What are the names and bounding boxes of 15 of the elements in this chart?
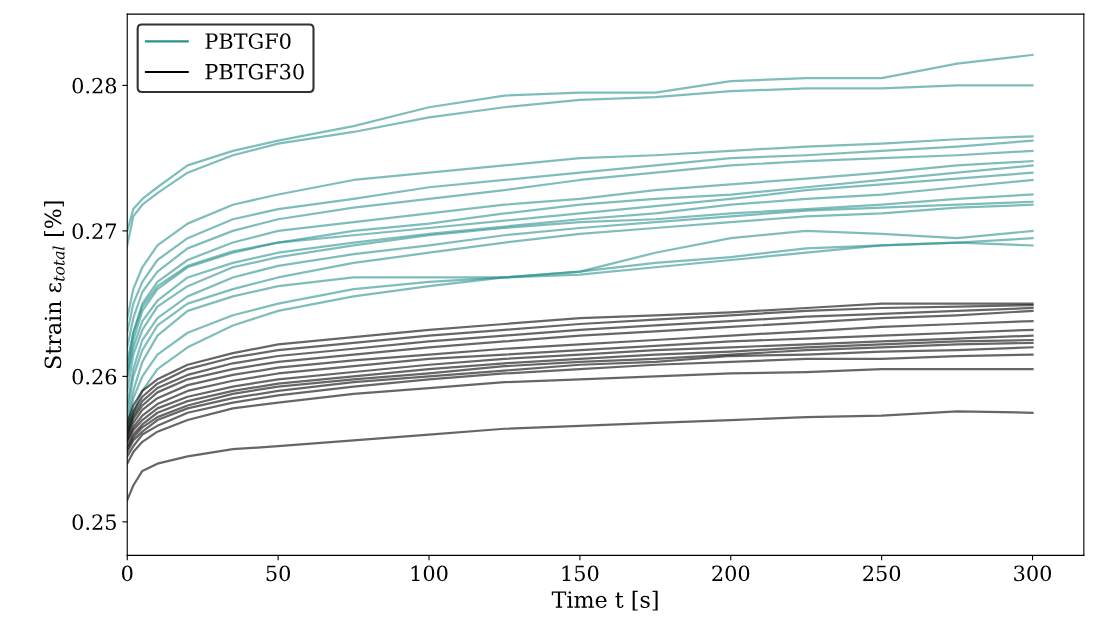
x-axis-title: Time t [s] bbox=[551, 590, 658, 611]
y-tick-label: 0.26 bbox=[72, 368, 117, 385]
x-tick-label: 300 bbox=[1014, 565, 1052, 582]
y-axis-title: Strain ε$_{total}$ [%] bbox=[44, 201, 65, 369]
y-tick-label: 0.28 bbox=[72, 77, 117, 94]
legend-label: PBTGF30 bbox=[205, 63, 304, 80]
legend-label: PBTGF0 bbox=[205, 33, 291, 49]
x-tick-label: 150 bbox=[562, 565, 599, 582]
x-tick-label: 0 bbox=[122, 565, 133, 582]
x-tick-label: 250 bbox=[863, 565, 901, 582]
x-tick-label: 100 bbox=[411, 565, 448, 582]
y-tick-label: 0.25 bbox=[72, 514, 116, 531]
y-tick-label: 0.27 bbox=[72, 223, 117, 240]
x-tick-label: 50 bbox=[266, 565, 290, 582]
x-tick-label: 200 bbox=[712, 565, 750, 582]
